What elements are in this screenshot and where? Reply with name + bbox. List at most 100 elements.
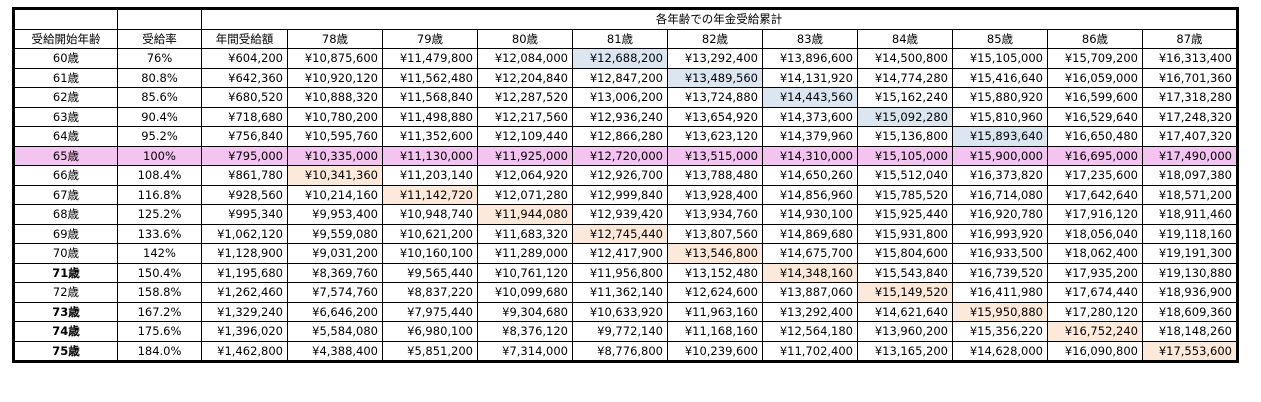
cumulative-total-cell[interactable]: ¥12,624,600 (667, 282, 763, 303)
cumulative-total-cell[interactable]: ¥15,880,920 (952, 87, 1048, 108)
cumulative-total-cell[interactable]: ¥18,097,380 (1142, 165, 1238, 186)
cumulative-total-cell[interactable]: ¥14,131,920 (762, 67, 858, 88)
cumulative-total-cell[interactable]: ¥13,654,920 (667, 106, 763, 127)
cumulative-total-cell[interactable]: ¥18,609,360 (1142, 301, 1238, 322)
cumulative-total-cell[interactable]: ¥13,807,560 (667, 223, 763, 244)
cumulative-total-cell[interactable]: ¥17,916,120 (1047, 204, 1143, 225)
cumulative-total-cell[interactable]: ¥12,745,440 (572, 223, 668, 244)
cumulative-total-cell[interactable]: ¥16,599,600 (1047, 87, 1143, 108)
cumulative-total-cell[interactable]: ¥5,851,200 (382, 340, 478, 362)
annual-amount-cell[interactable]: ¥680,520 (201, 87, 288, 108)
annual-amount-cell[interactable]: ¥604,200 (201, 48, 288, 69)
start-age-cell[interactable]: 61歳 (13, 67, 118, 88)
cumulative-total-cell[interactable]: ¥9,559,080 (287, 223, 383, 244)
cumulative-total-cell[interactable]: ¥15,416,640 (952, 67, 1048, 88)
cumulative-total-cell[interactable]: ¥15,931,800 (857, 223, 953, 244)
cumulative-total-cell[interactable]: ¥13,934,760 (667, 204, 763, 225)
column-header[interactable]: 年間受給額 (201, 28, 288, 49)
cumulative-total-cell[interactable]: ¥13,788,480 (667, 165, 763, 186)
annual-amount-cell[interactable]: ¥1,329,240 (201, 301, 288, 322)
cumulative-total-cell[interactable]: ¥13,960,200 (857, 321, 953, 342)
cumulative-total-cell[interactable]: ¥14,500,800 (857, 48, 953, 69)
cumulative-total-cell[interactable]: ¥11,498,880 (382, 106, 478, 127)
cumulative-total-cell[interactable]: ¥11,956,800 (572, 262, 668, 283)
start-age-cell[interactable]: 62歳 (13, 87, 118, 108)
cumulative-total-cell[interactable]: ¥18,936,900 (1142, 282, 1238, 303)
cumulative-total-cell[interactable]: ¥14,373,600 (762, 106, 858, 127)
cumulative-total-cell[interactable]: ¥9,304,680 (477, 301, 573, 322)
cumulative-total-cell[interactable]: ¥8,369,760 (287, 262, 383, 283)
start-age-cell[interactable]: 65歳 (13, 145, 118, 166)
cumulative-total-cell[interactable]: ¥15,785,520 (857, 184, 953, 205)
cumulative-total-cell[interactable]: ¥13,515,000 (667, 145, 763, 166)
cumulative-total-cell[interactable]: ¥16,993,920 (952, 223, 1048, 244)
cumulative-total-cell[interactable]: ¥8,376,120 (477, 321, 573, 342)
cumulative-total-cell[interactable]: ¥11,352,600 (382, 126, 478, 147)
cumulative-total-cell[interactable]: ¥14,869,680 (762, 223, 858, 244)
cumulative-total-cell[interactable]: ¥9,565,440 (382, 262, 478, 283)
rate-cell[interactable]: 158.8% (117, 282, 202, 303)
cumulative-total-cell[interactable]: ¥10,341,360 (287, 165, 383, 186)
rate-cell[interactable]: 85.6% (117, 87, 202, 108)
cumulative-total-cell[interactable]: ¥15,543,840 (857, 262, 953, 283)
cumulative-total-cell[interactable]: ¥13,292,400 (762, 301, 858, 322)
rate-cell[interactable]: 125.2% (117, 204, 202, 225)
cumulative-total-cell[interactable]: ¥14,621,640 (857, 301, 953, 322)
cumulative-total-cell[interactable]: ¥19,191,300 (1142, 243, 1238, 264)
cumulative-total-cell[interactable]: ¥12,926,700 (572, 165, 668, 186)
rate-cell[interactable]: 167.2% (117, 301, 202, 322)
cumulative-total-cell[interactable]: ¥16,411,980 (952, 282, 1048, 303)
start-age-cell[interactable]: 63歳 (13, 106, 118, 127)
start-age-cell[interactable]: 64歳 (13, 126, 118, 147)
cumulative-total-cell[interactable]: ¥17,490,000 (1142, 145, 1238, 166)
cumulative-total-cell[interactable]: ¥12,939,420 (572, 204, 668, 225)
cumulative-total-cell[interactable]: ¥15,105,000 (857, 145, 953, 166)
cumulative-total-cell[interactable]: ¥12,287,520 (477, 87, 573, 108)
cumulative-total-cell[interactable]: ¥12,688,200 (572, 48, 668, 69)
rate-cell[interactable]: 90.4% (117, 106, 202, 127)
cumulative-total-cell[interactable]: ¥14,628,000 (952, 340, 1048, 362)
cumulative-total-cell[interactable]: ¥14,856,960 (762, 184, 858, 205)
cumulative-total-cell[interactable]: ¥11,362,140 (572, 282, 668, 303)
start-age-cell[interactable]: 66歳 (13, 165, 118, 186)
cumulative-total-cell[interactable]: ¥11,142,720 (382, 184, 478, 205)
cumulative-total-cell[interactable]: ¥17,642,640 (1047, 184, 1143, 205)
cumulative-total-cell[interactable]: ¥16,920,780 (952, 204, 1048, 225)
annual-amount-cell[interactable]: ¥1,062,120 (201, 223, 288, 244)
cumulative-total-cell[interactable]: ¥17,674,440 (1047, 282, 1143, 303)
cumulative-total-cell[interactable]: ¥13,896,600 (762, 48, 858, 69)
cumulative-total-cell[interactable]: ¥16,695,000 (1047, 145, 1143, 166)
cumulative-total-cell[interactable]: ¥10,595,760 (287, 126, 383, 147)
annual-amount-cell[interactable]: ¥1,262,460 (201, 282, 288, 303)
cumulative-total-cell[interactable]: ¥12,847,200 (572, 67, 668, 88)
rate-cell[interactable]: 150.4% (117, 262, 202, 283)
column-header[interactable]: 83歳 (762, 28, 858, 49)
annual-amount-cell[interactable]: ¥795,000 (201, 145, 288, 166)
cumulative-total-cell[interactable]: ¥16,650,480 (1047, 126, 1143, 147)
group-header[interactable]: 各年齢での年金受給累計 (201, 8, 1238, 30)
cumulative-total-cell[interactable]: ¥12,564,180 (762, 321, 858, 342)
cumulative-total-cell[interactable]: ¥18,571,200 (1142, 184, 1238, 205)
cumulative-total-cell[interactable]: ¥10,948,740 (382, 204, 478, 225)
cumulative-total-cell[interactable]: ¥15,925,440 (857, 204, 953, 225)
cumulative-total-cell[interactable]: ¥15,512,040 (857, 165, 953, 186)
cumulative-total-cell[interactable]: ¥16,529,640 (1047, 106, 1143, 127)
cumulative-total-cell[interactable]: ¥13,546,800 (667, 243, 763, 264)
column-header[interactable]: 81歳 (572, 28, 668, 49)
cumulative-total-cell[interactable]: ¥11,203,140 (382, 165, 478, 186)
start-age-cell[interactable]: 73歳 (13, 301, 118, 322)
cumulative-total-cell[interactable]: ¥16,090,800 (1047, 340, 1143, 362)
cumulative-total-cell[interactable]: ¥10,633,920 (572, 301, 668, 322)
cumulative-total-cell[interactable]: ¥16,701,360 (1142, 67, 1238, 88)
cumulative-total-cell[interactable]: ¥8,776,800 (572, 340, 668, 362)
start-age-cell[interactable]: 75歳 (13, 340, 118, 362)
cumulative-total-cell[interactable]: ¥14,443,560 (762, 87, 858, 108)
rate-cell[interactable]: 116.8% (117, 184, 202, 205)
cumulative-total-cell[interactable]: ¥15,810,960 (952, 106, 1048, 127)
start-age-cell[interactable]: 69歳 (13, 223, 118, 244)
annual-amount-cell[interactable]: ¥928,560 (201, 184, 288, 205)
annual-amount-cell[interactable]: ¥1,128,900 (201, 243, 288, 264)
cumulative-total-cell[interactable]: ¥15,092,280 (857, 106, 953, 127)
start-age-cell[interactable]: 60歳 (13, 48, 118, 69)
cumulative-total-cell[interactable]: ¥12,064,920 (477, 165, 573, 186)
